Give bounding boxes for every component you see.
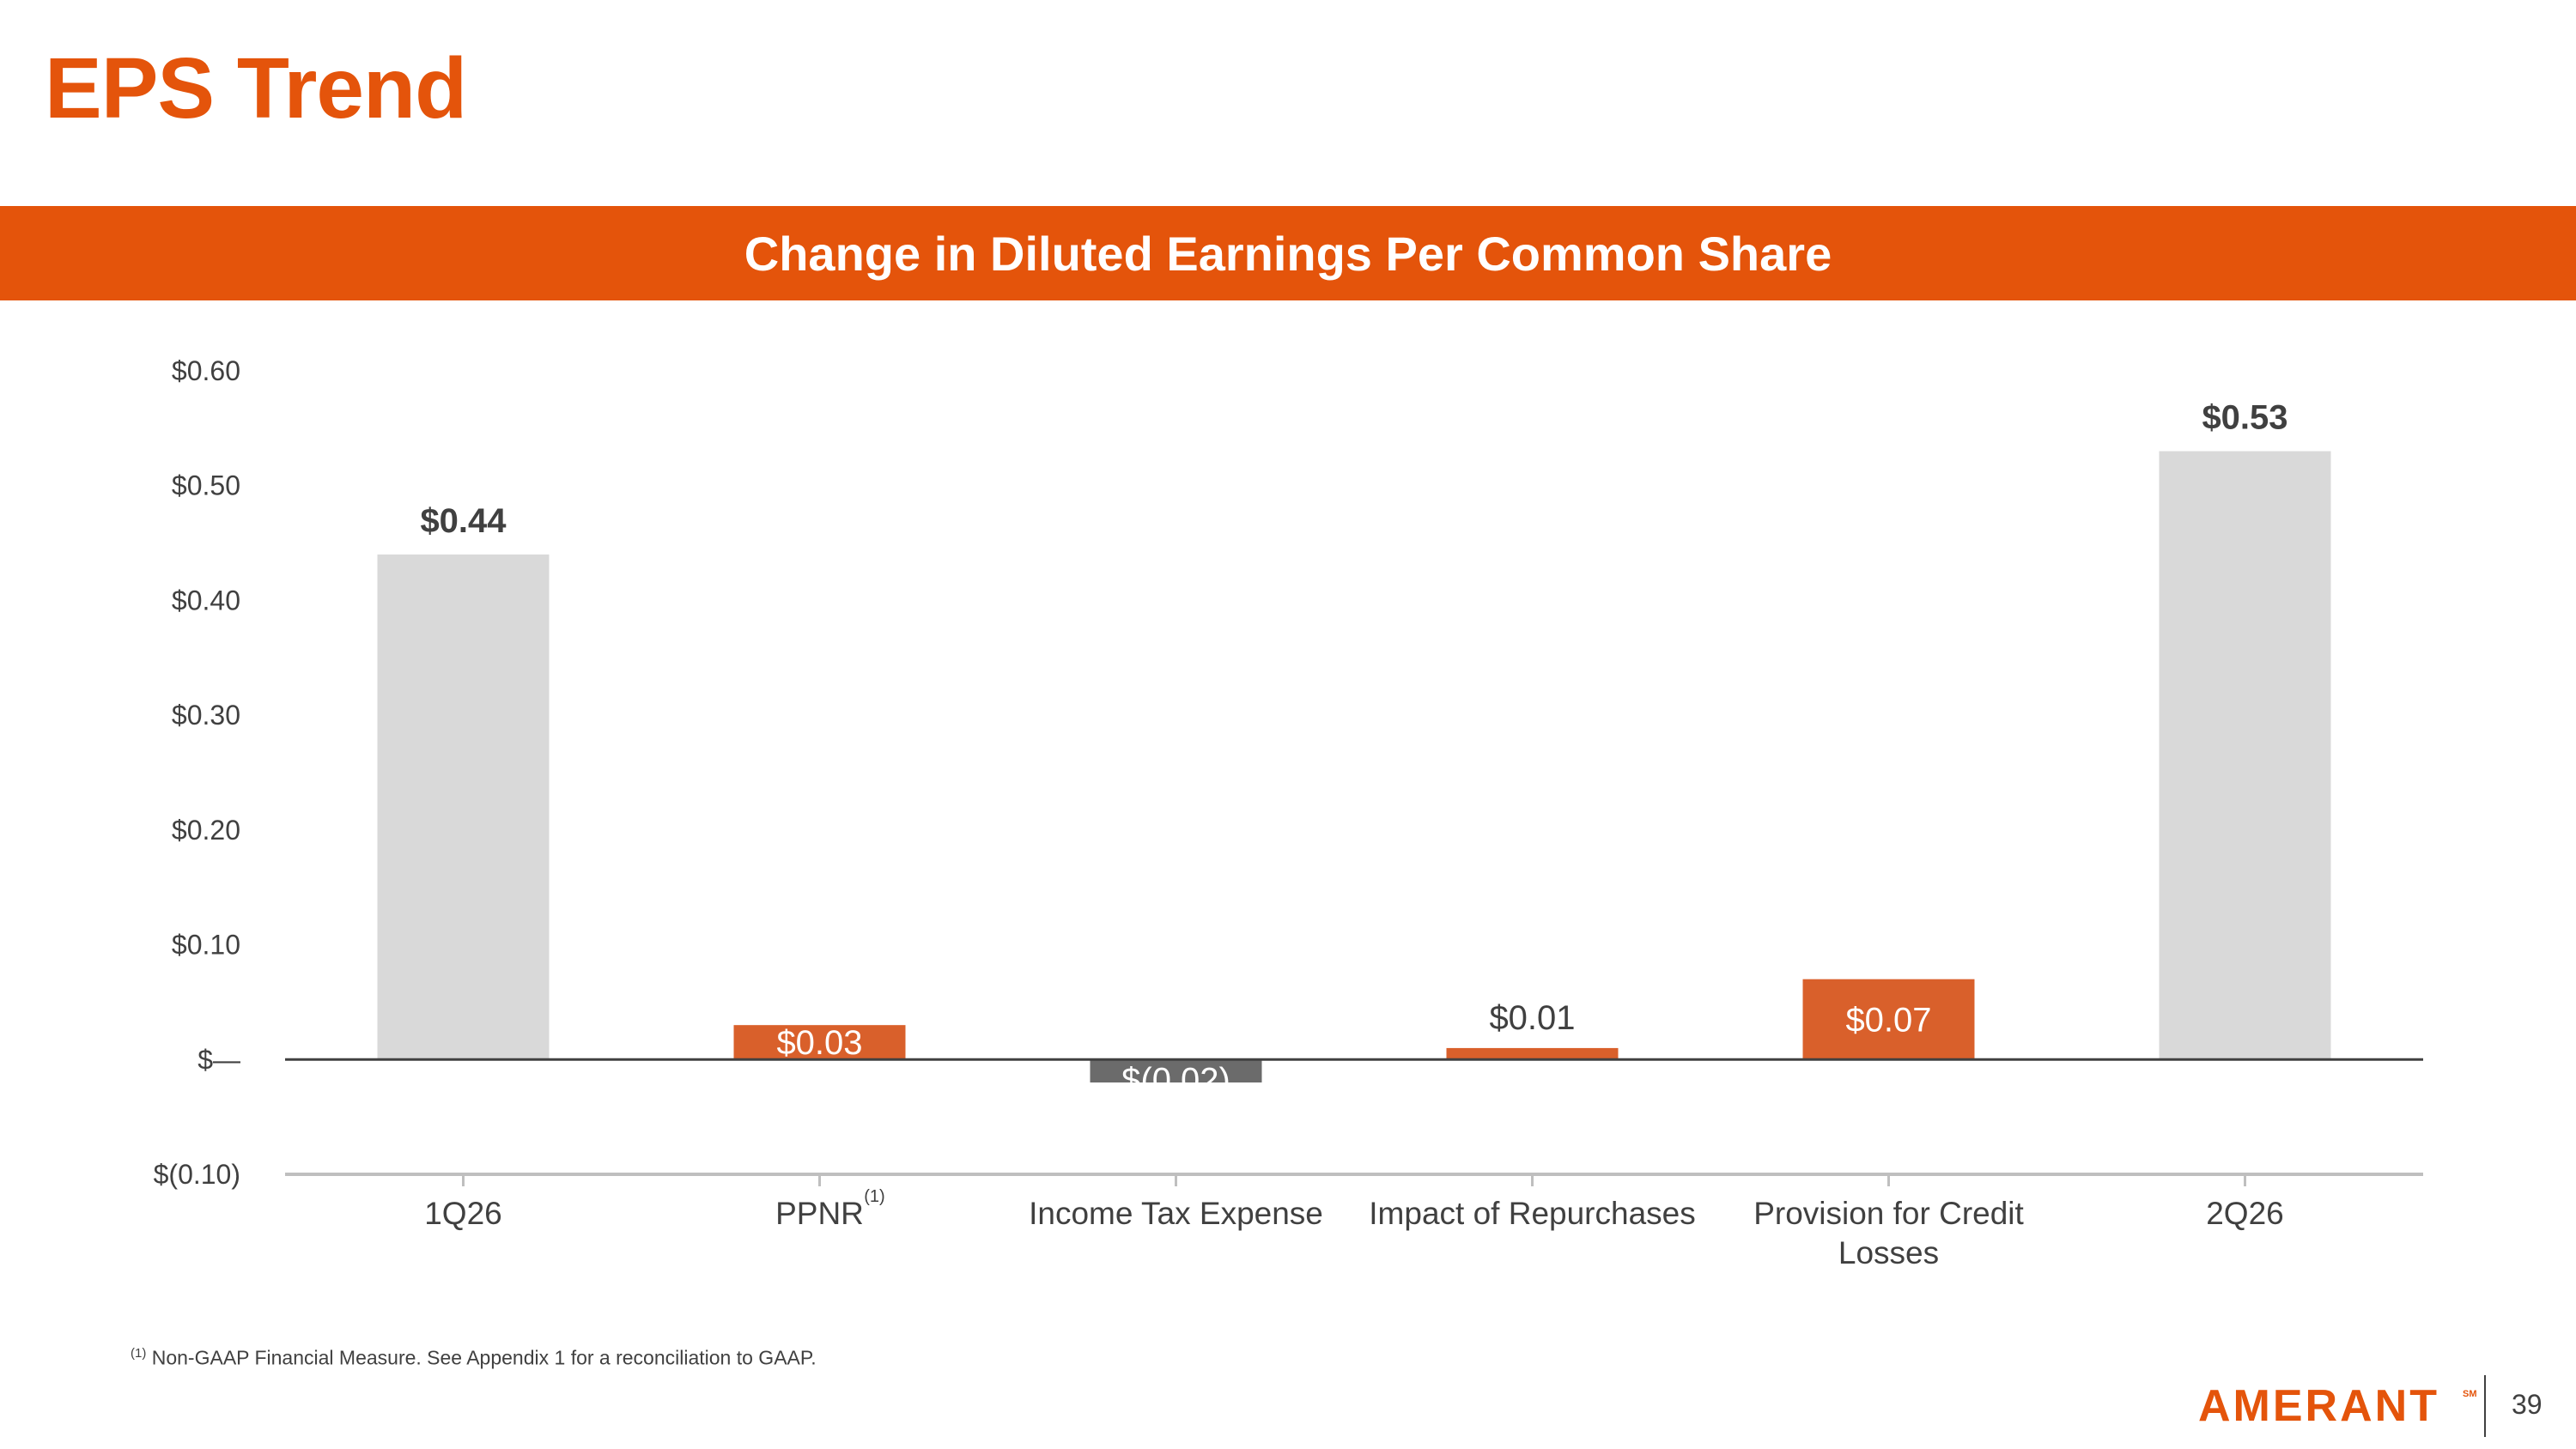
page-number: 39 — [2512, 1389, 2543, 1420]
footnote-text: Non-GAAP Financial Measure. See Appendix… — [146, 1346, 817, 1369]
y-tick-label: $0.40 — [172, 585, 240, 615]
x-tick-label: 2Q26 — [2206, 1196, 2284, 1231]
y-tick-label: $(0.10) — [154, 1159, 240, 1190]
bar-2q26 — [2159, 451, 2331, 1060]
data-label: $0.01 — [1489, 999, 1575, 1037]
data-label: $0.44 — [420, 502, 507, 540]
bar-income-tax-expense — [1090, 1059, 1262, 1083]
chart-title: Change in Diluted Earnings Per Common Sh… — [744, 226, 1832, 281]
y-tick-label: $0.10 — [172, 930, 240, 961]
y-tick-label: $0.20 — [172, 815, 240, 846]
amerant-logo: AMERANT — [2198, 1381, 2439, 1431]
logo-service-mark: SM — [2463, 1389, 2477, 1399]
x-tick-superscript: (1) — [864, 1187, 884, 1206]
y-tick-label: $0.30 — [172, 700, 240, 731]
bar-provision-for-credit-losses — [1802, 979, 1975, 1060]
data-label: $0.53 — [2202, 399, 2287, 437]
data-label: $0.07 — [1845, 1001, 1931, 1039]
x-tick-label: Impact of Repurchases — [1369, 1196, 1695, 1231]
x-tick-label: 1Q26 — [424, 1196, 502, 1231]
data-label: $(0.02) — [1121, 1061, 1230, 1099]
logo-divider — [2484, 1375, 2486, 1437]
chart-title-banner: Change in Diluted Earnings Per Common Sh… — [0, 206, 2576, 300]
y-tick-label: $— — [197, 1044, 240, 1075]
footnote-marker: (1) — [131, 1346, 147, 1361]
bar-impact-of-repurchases — [1446, 1047, 1619, 1060]
data-label: $0.03 — [776, 1024, 862, 1062]
bar-1q26 — [377, 554, 550, 1060]
footnote: (1) Non-GAAP Financial Measure. See Appe… — [131, 1346, 817, 1370]
y-tick-label: $0.50 — [172, 470, 240, 501]
x-tick-label: Provision for Credit Losses — [1753, 1196, 2024, 1270]
bar-ppnr — [733, 1025, 906, 1060]
x-tick-label: Income Tax Expense — [1029, 1196, 1323, 1231]
y-tick-label: $0.60 — [172, 355, 240, 386]
x-tick-label: PPNR — [775, 1196, 864, 1231]
page-title: EPS Trend — [45, 40, 467, 136]
